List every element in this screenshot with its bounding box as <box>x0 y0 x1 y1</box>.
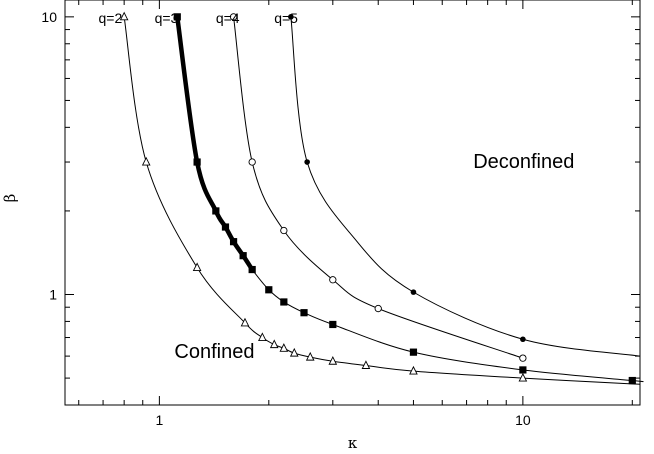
data-point-q3 <box>265 286 273 294</box>
data-point-q2 <box>269 339 279 349</box>
data-point-q3 <box>193 158 201 166</box>
y-tick-label: 1 <box>49 287 57 303</box>
y-axis-label: β <box>1 194 19 203</box>
data-point-q2 <box>192 262 202 272</box>
data-point-q5 <box>410 289 417 295</box>
data-point-q2 <box>119 11 129 21</box>
axis-ticks <box>65 0 640 406</box>
series-markers <box>119 11 636 385</box>
data-point-q2 <box>141 156 151 166</box>
data-point-q3 <box>221 223 230 231</box>
data-point-q2 <box>518 372 528 382</box>
data-point-q3 <box>173 13 181 21</box>
data-point-q2 <box>279 343 289 352</box>
data-point-q4 <box>374 304 382 313</box>
annotation-q4: q=4 <box>216 10 240 26</box>
data-point-q4 <box>280 226 288 235</box>
data-point-q3 <box>229 238 238 246</box>
data-point-q5 <box>520 336 526 343</box>
annotation-deconfined: Deconfined <box>473 151 574 173</box>
x-tick-label: 1 <box>155 412 163 428</box>
data-point-q4 <box>229 13 238 21</box>
data-point-q3 <box>212 207 220 215</box>
data-point-q4 <box>248 158 256 166</box>
data-point-q3 <box>248 265 256 274</box>
data-point-q3 <box>280 298 288 306</box>
data-point-q2 <box>305 351 315 361</box>
data-point-q3 <box>409 348 418 356</box>
data-point-q2 <box>289 347 299 357</box>
data-point-q3 <box>628 376 636 385</box>
data-point-q2 <box>240 317 250 327</box>
series-line-q3 <box>176 16 644 383</box>
x-tick-label: 10 <box>515 412 531 428</box>
data-point-q3 <box>300 309 308 317</box>
series-line-q5 <box>290 16 641 357</box>
tick-labels: 1 10 1 10 <box>41 9 530 428</box>
series-line-q2 <box>123 16 641 385</box>
annotation-q2: q=2 <box>98 10 122 26</box>
data-point-q5 <box>304 159 310 165</box>
data-point-q4 <box>329 276 337 284</box>
data-point-q4 <box>519 354 527 362</box>
data-point-q3 <box>519 366 527 374</box>
data-point-q2 <box>409 365 418 375</box>
plot-frame <box>64 0 641 406</box>
data-point-q3 <box>329 320 337 329</box>
series-lines <box>123 16 644 385</box>
annotation-q5: q=5 <box>274 10 298 26</box>
x-axis-label: κ <box>348 434 358 452</box>
series-line-thick-q3 <box>175 16 255 271</box>
series-line-q4 <box>233 16 524 359</box>
annotation-q3: q=3 <box>155 10 179 26</box>
annotation-confined: Confined <box>174 341 254 363</box>
data-point-q3 <box>239 252 247 260</box>
y-tick-label: 10 <box>41 9 57 25</box>
data-point-q5 <box>288 14 294 20</box>
data-point-q2 <box>361 360 371 369</box>
data-point-q2 <box>258 332 267 341</box>
data-point-q2 <box>328 356 338 365</box>
